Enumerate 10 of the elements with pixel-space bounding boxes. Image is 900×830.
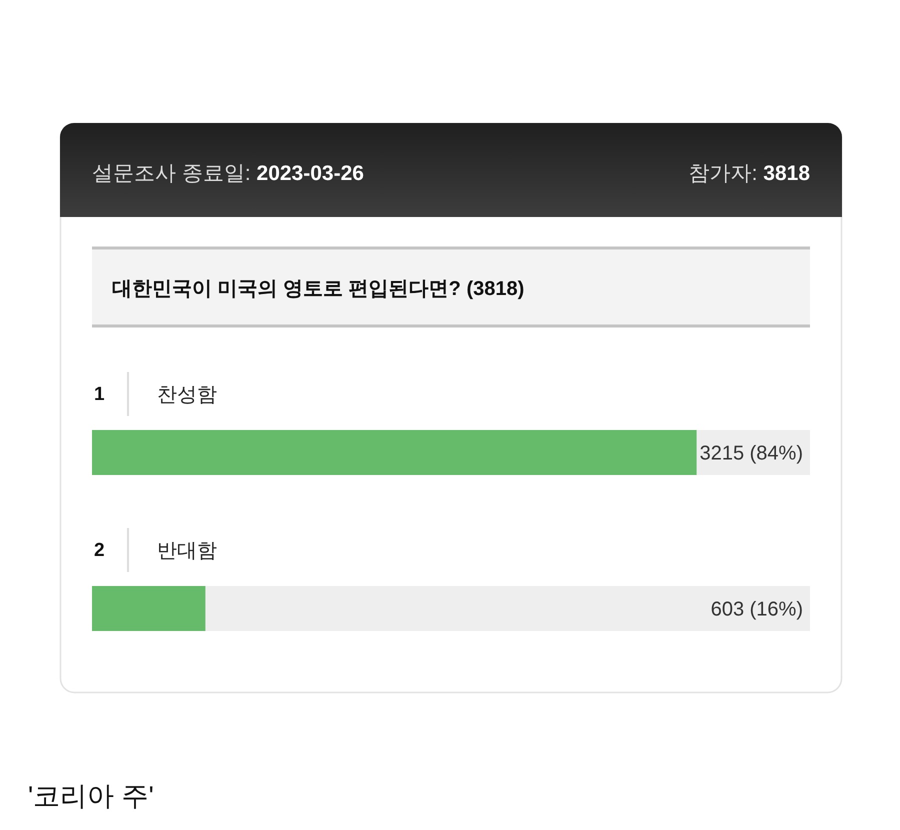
- y-tick-label: 반대함: [157, 540, 217, 562]
- text: 참가자: 3818: [688, 162, 810, 185]
- data-label: 3215 (84%): [700, 442, 803, 464]
- data-label: 603 (16%): [710, 598, 803, 620]
- annotation: 1: [94, 384, 105, 405]
- text: '코리아 주': [28, 781, 154, 811]
- annotation: 2: [94, 540, 105, 561]
- text: 설문조사 종료일: 2023-03-26: [92, 162, 364, 185]
- y-tick-label: 찬성함: [157, 384, 217, 406]
- chart-title: 대한민국이 미국의 영토로 편입된다면? (3818): [112, 278, 524, 300]
